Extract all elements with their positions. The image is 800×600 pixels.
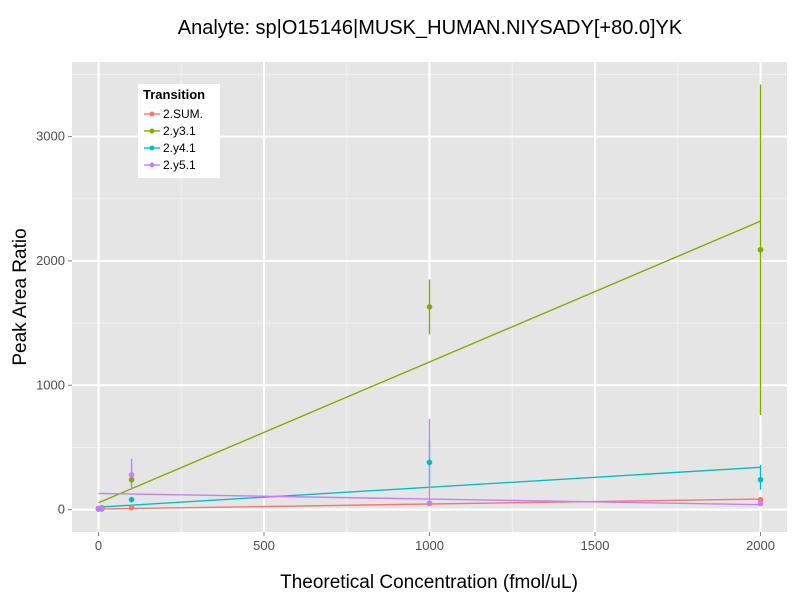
data-point <box>128 496 135 503</box>
x-tick-label: 0 <box>95 538 102 553</box>
legend-key-point <box>149 128 155 134</box>
legend-label: 2.y5.1 <box>163 158 196 172</box>
y-tick-label: 3000 <box>36 129 65 144</box>
y-axis-title: Peak Area Ratio <box>10 228 31 365</box>
legend-label: 2.SUM. <box>163 107 203 121</box>
data-point <box>128 504 135 511</box>
legend-items: 2.SUM. 2.y3.1 2.y4.1 2.y5.1 <box>144 107 203 172</box>
data-point <box>128 476 135 483</box>
y-axis: 0 1000 2000 3000 <box>36 129 72 517</box>
data-point <box>426 304 433 310</box>
legend-label: 2.y3.1 <box>163 124 196 138</box>
data-point <box>426 500 433 507</box>
legend: Transition 2.SUM. 2.y3.1 2.y4.1 2.y5.1 <box>138 84 220 178</box>
data-point <box>426 459 433 466</box>
x-axis: 0 500 1000 1500 2000 <box>95 532 775 553</box>
data-points <box>95 246 764 512</box>
x-tick-label: 2000 <box>746 538 775 553</box>
legend-key-point <box>149 111 155 117</box>
data-point <box>757 500 764 507</box>
legend-title: Transition <box>143 87 205 102</box>
data-point <box>98 505 105 512</box>
x-axis-title: Theoretical Concentration (fmol/uL) <box>280 572 578 593</box>
x-tick-label: 1500 <box>581 538 610 553</box>
chart-title: Analyte: sp|O15146|MUSK_HUMAN.NIYSADY[+8… <box>178 17 683 39</box>
y-tick-label: 0 <box>58 502 65 517</box>
data-point <box>757 246 764 253</box>
x-tick-label: 1000 <box>415 538 444 553</box>
legend-key-point <box>149 145 155 151</box>
legend-label: 2.y4.1 <box>163 141 196 155</box>
x-tick-label: 500 <box>253 538 275 553</box>
data-point <box>128 472 135 478</box>
legend-key-point <box>149 162 155 168</box>
fit-line <box>98 220 761 504</box>
data-point <box>757 476 764 483</box>
y-tick-label: 2000 <box>36 253 65 268</box>
y-tick-label: 1000 <box>36 377 65 392</box>
